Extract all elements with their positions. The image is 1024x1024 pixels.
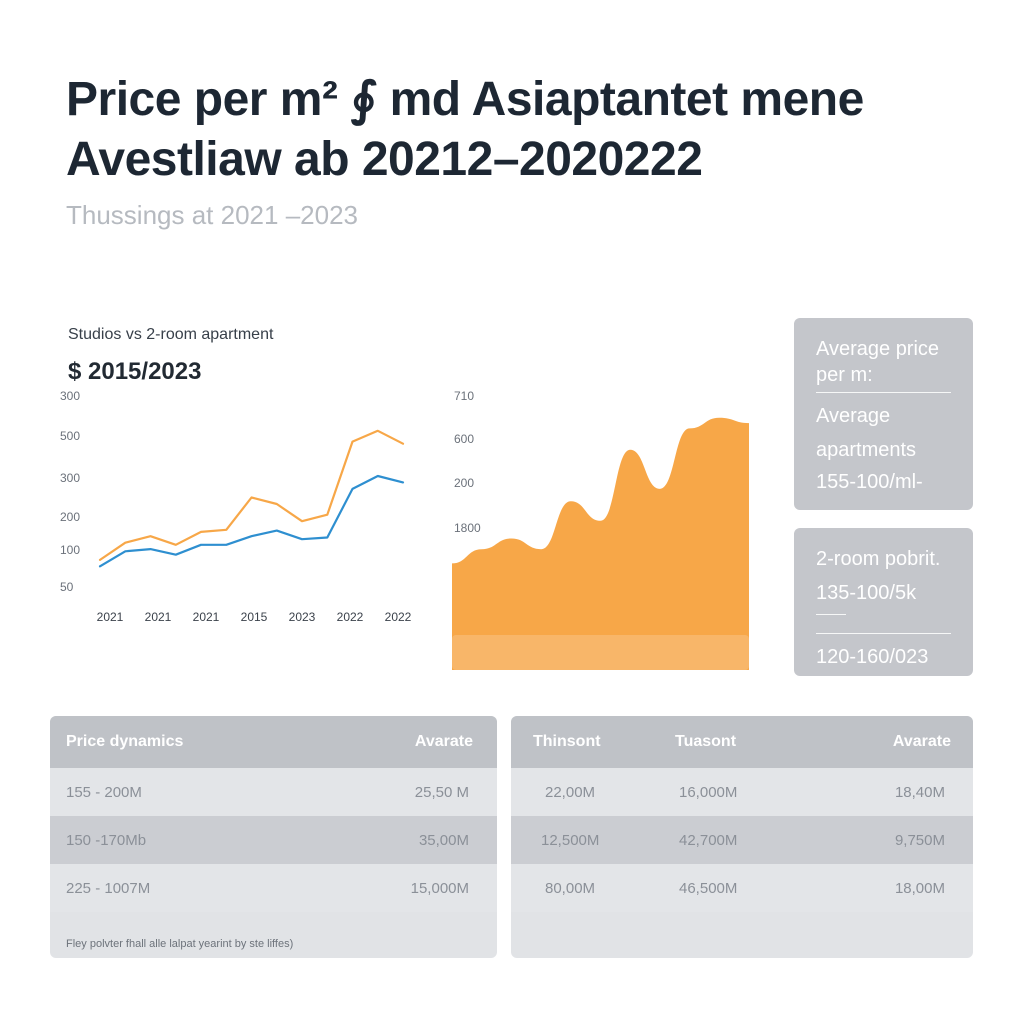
table-row: 150 -170Mb 35,00M [50,816,497,864]
x-tick-label: 2023 [289,610,316,624]
kpi-line: per m: [816,364,873,386]
table-cell: 46,500M [679,879,738,897]
page-subtitle: Thussings at 2021 –2023 [66,200,358,230]
y-tick-label: 600 [454,432,474,446]
average-price-card: Average price per m: Average apartments … [794,318,973,510]
table-cell: 18,00M [894,879,945,897]
table-cell: 22,00M [545,783,596,801]
y-tick-label: 200 [454,476,474,490]
kpi-value: 135-100/5k [816,582,917,604]
divider [816,614,846,615]
series-line [98,429,405,561]
y-tick-label: 710 [454,389,474,403]
table-cell: 18,40M [894,783,945,801]
area-base-band [452,635,749,670]
title-line-1: Price per m² ∮ md Asiaptantet mene [66,73,864,126]
table-row: 80,00M 46,500M 18,00M [511,864,973,912]
column-header: Avarate [892,733,951,750]
line-chart-subtitle: Studios vs 2-room apartment [68,326,274,343]
column-header: Thinsont [533,733,601,750]
table-cell: 25,50 M [414,783,469,801]
y-tick-label: 200 [60,510,80,524]
y-tick-label: 50 [60,580,74,594]
area-chart: 710 600 200 1800 [452,389,749,670]
x-tick-label: 2022 [337,610,364,624]
table-footnote: Fley polvter fhall alle lalpat yearint b… [66,938,294,950]
area-fill [452,417,749,670]
kpi-line: apartments [816,439,917,461]
table-cell: 12,500M [541,831,600,849]
table-header: Price dynamics Avarate [50,716,497,768]
table-cell: 225 - 1007M [66,879,151,897]
line-chart-title: $ 2015/2023 [68,358,202,385]
x-tick-label: 2021 [193,610,220,624]
column-header: Tuasont [675,733,737,750]
table-cell: 16,000M [679,783,738,801]
table-cell: 80,00M [545,879,596,897]
x-tick-label: 2021 [97,610,124,624]
table-row: 22,00M 16,000M 18,40M [511,768,973,816]
divider [816,633,951,634]
column-header: Avarate [414,733,473,750]
kpi-line: Average [816,405,891,427]
comparison-table: Thinsont Tuasont Avarate 22,00M 16,000M … [511,716,973,958]
kpi-line: Average price [816,338,940,360]
table-row: 225 - 1007M 15,000M [50,864,497,912]
series-line [98,474,405,568]
table-header: Thinsont Tuasont Avarate [511,716,973,768]
y-tick-label: 100 [60,543,80,557]
table-cell: 155 - 200M [66,783,142,801]
table-cell: 9,750M [894,831,945,849]
x-tick-label: 2022 [385,610,412,624]
table-cell: 15,000M [410,879,469,897]
title-line-2: Avestliaw ab 20212–2020222 [66,133,703,186]
page-title: Price per m² ∮ md Asiaptantet mene Avest… [66,70,986,190]
y-tick-label: 500 [60,429,80,443]
y-tick-label: 1800 [454,521,481,535]
y-tick-label: 300 [60,389,80,403]
y-tick-label: 300 [60,471,80,485]
kpi-value: 120-160/023 [816,646,929,668]
kpi-value: 155-100/ml- [816,471,923,493]
table-row: 12,500M 42,700M 9,750M [511,816,973,864]
divider [816,392,951,393]
table-cell: 150 -170Mb [66,831,147,849]
table-row: 155 - 200M 25,50 M [50,768,497,816]
table-cell: 35,00M [418,831,469,849]
column-header: Price dynamics [66,733,184,750]
price-dynamics-table: Price dynamics Avarate 155 - 200M 25,50 … [50,716,497,958]
two-room-card: 2-room pobrit. 135-100/5k 120-160/023 [794,528,973,676]
kpi-line: 2-room pobrit. [816,548,941,570]
table-cell: 42,700M [679,831,738,849]
line-chart: 300 500 300 200 100 50 2021 2021 2021 2015 2023 202… [60,389,412,624]
x-tick-label: 2015 [241,610,268,624]
x-tick-label: 2021 [145,610,172,624]
